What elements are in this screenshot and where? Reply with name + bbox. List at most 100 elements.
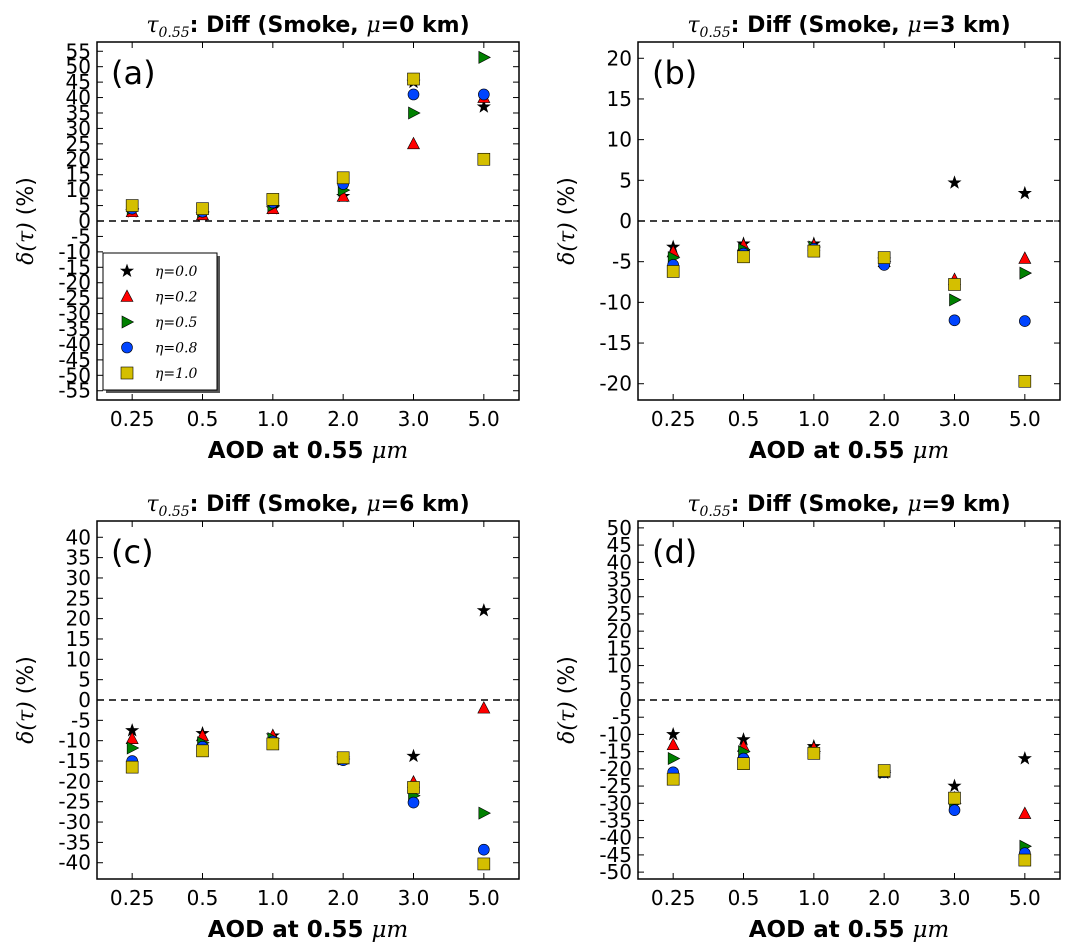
data-point (948, 791, 961, 805)
y-axis-label: δ(τ) (%) (555, 177, 580, 265)
data-point (125, 760, 139, 774)
chart-title: τ0.55: Diff (Smoke, μ=9 km) (687, 492, 1010, 520)
y-tick-label: 15 (66, 163, 91, 187)
data-point (125, 199, 139, 212)
data-point (476, 603, 491, 617)
y-tick-label: -25 (58, 790, 91, 814)
chart-panel-d: -50-45-40-35-30-25-20-15-10-505101520253… (555, 492, 1061, 942)
x-tick-label: 1.0 (798, 886, 830, 910)
data-point (948, 314, 961, 327)
y-tick-label: -5 (612, 250, 632, 274)
data-point (407, 796, 420, 809)
x-tick-label: 2.0 (327, 886, 359, 910)
y-tick-label: 45 (66, 70, 91, 94)
data-point (1017, 751, 1032, 765)
y-tick-label: -20 (58, 769, 91, 793)
legend-marker (119, 263, 135, 277)
y-tick-label: 5 (78, 194, 91, 218)
y-tick-label: 55 (66, 39, 91, 63)
data-point (1019, 266, 1032, 280)
x-axis-label: AOD at 0.55 μm (208, 438, 409, 464)
panel-label: (b) (652, 54, 697, 92)
data-point (1017, 185, 1032, 200)
y-tick-label: 25 (607, 602, 632, 626)
data-point (666, 265, 680, 278)
y-tick-label: -10 (58, 729, 91, 753)
data-point (407, 781, 420, 794)
data-point (478, 50, 491, 64)
y-tick-label: 10 (607, 128, 632, 152)
y-tick-label: -30 (58, 810, 91, 834)
data-point (807, 747, 821, 760)
y-tick-label: 10 (66, 178, 91, 202)
x-axis-label: AOD at 0.55 μm (749, 917, 950, 942)
chart-title: τ0.55: Diff (Smoke, μ=6 km) (146, 492, 469, 520)
data-point (1018, 251, 1032, 264)
data-point (948, 278, 961, 291)
y-axis-label: δ(τ) (%) (14, 177, 39, 265)
y-tick-label: 5 (619, 168, 632, 192)
data-point (407, 136, 420, 150)
y-tick-label: 35 (66, 101, 91, 125)
x-tick-label: 5.0 (468, 407, 500, 431)
data-point (477, 857, 491, 871)
x-axis-label: AOD at 0.55 μm (749, 438, 950, 464)
y-tick-label: 0 (619, 209, 632, 233)
y-tick-label: 50 (66, 55, 91, 79)
data-point (196, 744, 209, 758)
y-tick-label: -25 (599, 774, 632, 798)
x-tick-label: 3.0 (398, 886, 430, 910)
y-tick-label: -40 (58, 851, 91, 875)
x-tick-label: 5.0 (468, 886, 500, 910)
data-point (877, 764, 891, 777)
x-axis-label: AOD at 0.55 μm (208, 917, 409, 942)
y-tick-label: 25 (66, 132, 91, 156)
y-tick-label: 30 (66, 116, 91, 140)
y-tick-label: 15 (607, 636, 632, 660)
chart-panel-a: -55-50-45-40-35-30-25-20-15-10-505101520… (14, 13, 520, 464)
data-point (406, 748, 421, 763)
data-point (1019, 315, 1031, 327)
y-tick-label: 15 (607, 87, 632, 111)
data-point (477, 152, 491, 166)
y-tick-label: 35 (607, 568, 632, 592)
legend-entry: η=0.5 (155, 315, 197, 331)
y-tick-label: -5 (612, 705, 632, 729)
y-tick-label: -35 (58, 317, 91, 341)
legend-marker (121, 315, 135, 329)
data-point (947, 175, 962, 189)
y-tick-label: 20 (66, 607, 91, 631)
y-tick-label: -35 (599, 808, 632, 832)
y-tick-label: -20 (58, 271, 91, 295)
data-point (407, 72, 420, 86)
chart-title: τ0.55: Diff (Smoke, μ=0 km) (146, 13, 469, 41)
y-tick-label: 40 (66, 525, 91, 549)
data-point (948, 804, 961, 816)
y-tick-label: -5 (71, 224, 91, 248)
y-tick-label: 0 (619, 688, 632, 712)
y-tick-label: -35 (58, 830, 91, 854)
data-point (737, 250, 750, 264)
y-tick-label: -5 (71, 708, 91, 732)
panel-label: (c) (111, 533, 154, 571)
y-tick-label: -40 (58, 332, 91, 356)
y-tick-label: -30 (58, 302, 91, 326)
data-point (407, 88, 420, 101)
chart-panel-b: -20 -15 -10 -5 0 5 10 15 20 0.25 0.5 1.0 2.0 3.0 5.0 τ0… (555, 13, 1061, 464)
y-tick-label: -15 (599, 740, 632, 764)
y-tick-label: 0 (78, 688, 91, 712)
y-tick-label: 10 (66, 647, 91, 671)
y-tick-label: 20 (607, 46, 632, 70)
data-point (478, 806, 491, 820)
y-tick-label: -40 (599, 826, 632, 850)
data-point (1018, 806, 1032, 819)
panel-label: (a) (111, 54, 156, 92)
data-point (737, 757, 750, 770)
chart-title: τ0.55: Diff (Smoke, μ=3 km) (687, 13, 1010, 41)
data-point (667, 752, 681, 766)
data-point (266, 737, 280, 751)
data-point (666, 772, 680, 786)
y-tick-label: -55 (58, 379, 91, 403)
data-point (666, 737, 680, 751)
